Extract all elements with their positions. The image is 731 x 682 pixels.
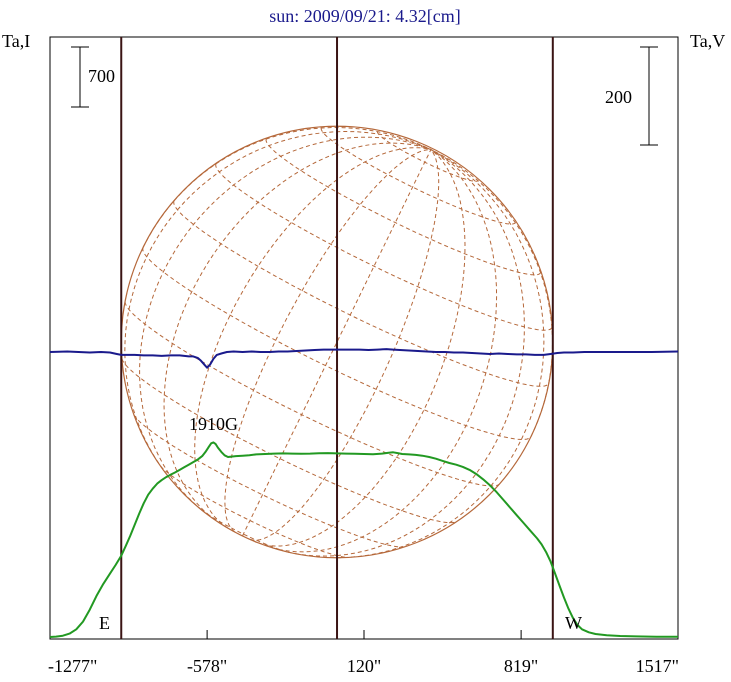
source-label: 1910G bbox=[189, 414, 238, 434]
stokes-v-line bbox=[49, 348, 679, 369]
x-tick-label: 1517" bbox=[636, 656, 679, 676]
latitude-line bbox=[320, 127, 516, 225]
latitude-line bbox=[121, 358, 457, 524]
series-layer bbox=[49, 348, 679, 638]
longitude-line bbox=[271, 149, 498, 553]
latitude-line bbox=[201, 509, 289, 553]
stokes-i-line bbox=[49, 441, 678, 638]
limb-lines bbox=[120, 37, 554, 639]
left-scale-bar: 700 bbox=[71, 46, 115, 108]
right-scale-label: 200 bbox=[605, 87, 632, 107]
latitude-line bbox=[215, 163, 553, 331]
longitude-line bbox=[250, 149, 440, 541]
longitude-line bbox=[163, 142, 432, 521]
longitude-line bbox=[124, 130, 432, 476]
longitude-line bbox=[194, 147, 431, 529]
longitude-line bbox=[337, 149, 545, 559]
longitude-line bbox=[288, 149, 525, 557]
east-label: E bbox=[99, 613, 110, 633]
right-axis-label: Ta,V bbox=[690, 31, 725, 51]
right-scale-bar: 200 bbox=[605, 46, 658, 146]
longitude-line bbox=[257, 149, 466, 547]
x-tick-label: 120" bbox=[347, 656, 381, 676]
longitude-line bbox=[142, 126, 432, 248]
plot-frame bbox=[49, 36, 679, 640]
west-label: W bbox=[565, 613, 582, 633]
chart-title: sun: 2009/09/21: 4.32[cm] bbox=[269, 6, 461, 26]
latitude-line bbox=[124, 301, 500, 487]
x-tick-label: -578" bbox=[187, 656, 227, 676]
longitude-line bbox=[139, 136, 432, 511]
x-tick-label: 819" bbox=[504, 656, 538, 676]
latitude-line bbox=[133, 414, 405, 548]
left-scale-label: 700 bbox=[88, 66, 115, 86]
longitude-line bbox=[224, 149, 431, 533]
x-axis-ticks: -1277" -578" 120" 819" 1517" bbox=[48, 630, 679, 676]
longitude-line bbox=[430, 149, 554, 437]
x-tick-label: -1277" bbox=[48, 656, 97, 676]
left-axis-label: Ta,I bbox=[2, 31, 30, 51]
latitude-line bbox=[160, 465, 348, 558]
